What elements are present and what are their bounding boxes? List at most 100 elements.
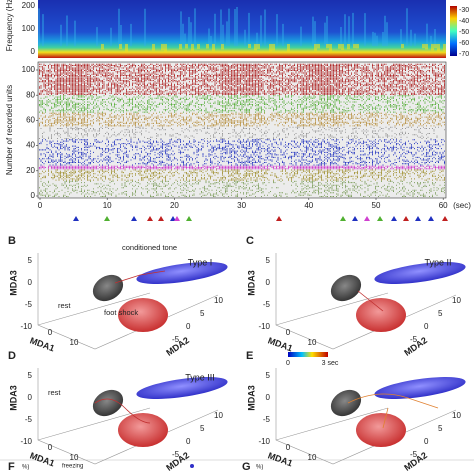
tone-state (374, 377, 466, 399)
shock-state (118, 298, 168, 332)
raster-spikes (39, 165, 445, 170)
axis-fragment: %) (22, 465, 29, 471)
event-marker (131, 216, 137, 221)
event-marker (377, 216, 383, 221)
y-tick-label: 60 (26, 116, 35, 125)
y-tick-label: 0 (31, 191, 36, 200)
type-label: Type I (188, 257, 213, 267)
time-colorbar (288, 352, 328, 357)
rest-state (92, 389, 124, 417)
axis-label: MDA1 (267, 335, 294, 353)
tick-label: 5 (28, 371, 33, 380)
axis-label: MDA3 (8, 385, 18, 411)
rest-state (92, 274, 124, 302)
rest-state (330, 389, 362, 417)
tick-label: 10 (70, 453, 79, 462)
tick-label: 0 (48, 443, 53, 452)
tick-label: -5 (263, 415, 271, 424)
rest-state (330, 274, 362, 302)
event-marker (403, 216, 409, 221)
tick-label: 10 (214, 411, 223, 420)
spectrogram-texture (101, 44, 446, 52)
axis-label: MDA1 (29, 450, 56, 468)
x-tick-label: 30 (237, 201, 246, 210)
tick-label: -10 (258, 437, 270, 446)
tone-state (136, 377, 228, 399)
event-marker (73, 216, 79, 221)
event-marker (104, 216, 110, 221)
tick-label: -5 (410, 335, 418, 344)
shock-state (118, 413, 168, 447)
tick-label: -5 (25, 415, 33, 424)
state-label: rest (48, 388, 61, 397)
event-marker (276, 216, 282, 221)
tick-label: 10 (214, 296, 223, 305)
raster-spikes (39, 169, 445, 181)
tick-label: 0 (286, 443, 291, 452)
tick-label: -5 (410, 450, 418, 459)
x-tick-label: 50 (372, 201, 381, 210)
tick-label: -10 (20, 322, 32, 331)
tick-label: -5 (172, 450, 180, 459)
shock-state (356, 413, 406, 447)
type-label: Type II (424, 257, 451, 267)
event-marker (442, 216, 448, 221)
x-tick-label: 0 (38, 201, 43, 210)
tick-label: 0 (186, 437, 191, 446)
time-label: 0 (286, 360, 290, 367)
event-marker (391, 216, 397, 221)
raster-spikes (39, 180, 445, 197)
tick-label: -5 (263, 300, 271, 309)
legend-marker (190, 464, 194, 468)
y-tick-label: 100 (22, 65, 36, 74)
tick-label: 0 (28, 278, 33, 287)
tick-label: 5 (266, 371, 271, 380)
panel-letter: G (242, 461, 251, 473)
event-marker (170, 216, 176, 221)
x-tick-label: 20 (170, 201, 179, 210)
axis-label: MDA3 (246, 385, 256, 411)
raster-spikes (39, 139, 445, 166)
y-tick-label: 100 (22, 24, 36, 33)
raster-spikes (39, 63, 445, 95)
axis-fragment: %) (256, 465, 263, 471)
trajectory (94, 398, 151, 424)
tick-label: 5 (438, 424, 443, 433)
tick-label: 5 (200, 309, 205, 318)
axis-label: MDA3 (8, 270, 18, 296)
state-label: rest (58, 301, 71, 310)
type-label: Type III (185, 372, 215, 382)
colorbar-label: -70 (459, 51, 469, 58)
tick-label: 0 (286, 328, 291, 337)
panel-letter: D (8, 350, 16, 362)
spectrogram-texture (38, 6, 436, 47)
event-marker (428, 216, 434, 221)
tick-label: 10 (308, 453, 317, 462)
event-marker (158, 216, 164, 221)
panel-letter: F (8, 461, 15, 473)
y-tick-label: 200 (22, 1, 36, 10)
panel-letter: C (246, 235, 254, 247)
event-marker (415, 216, 421, 221)
spectrogram (38, 0, 446, 58)
tone-state (136, 262, 228, 284)
event-marker (340, 216, 346, 221)
x-tick-label: 10 (103, 201, 112, 210)
tick-label: 5 (266, 256, 271, 265)
colorbar (450, 6, 457, 56)
raster-spikes (39, 112, 445, 127)
state-label: foot shock (104, 308, 138, 317)
tick-label: 0 (424, 437, 429, 446)
time-label: 3 sec (322, 360, 339, 367)
event-marker (186, 216, 192, 221)
axis-label: MDA3 (246, 270, 256, 296)
tick-label: 0 (186, 322, 191, 331)
axis-label: MDA1 (267, 450, 294, 468)
x-tick-label: 60 (439, 201, 448, 210)
trajectory (357, 290, 384, 312)
shock-state (356, 298, 406, 332)
y-tick-label: 0 (31, 47, 36, 56)
colorbar-label: -60 (459, 40, 469, 47)
event-marker (352, 216, 358, 221)
